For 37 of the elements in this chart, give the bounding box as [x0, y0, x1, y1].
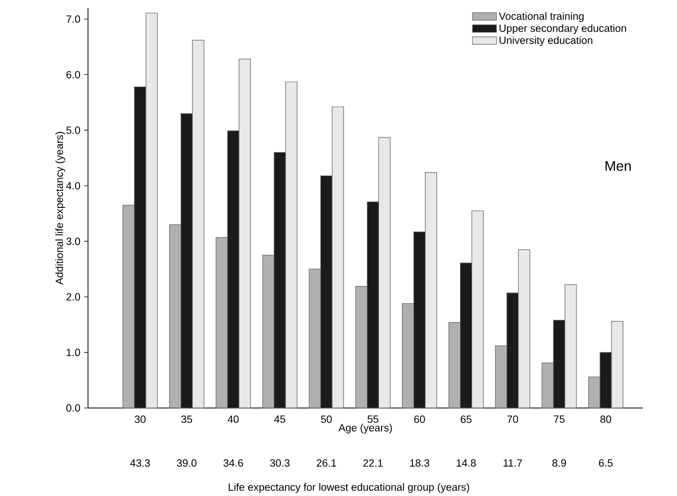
- y-tick-label: 6.0: [66, 70, 80, 78]
- y-tick-label: 7.0: [66, 15, 80, 23]
- x-tick-label: 40: [228, 416, 239, 423]
- y-tick-label: 5.0: [66, 126, 80, 134]
- x-tick-label: 60: [414, 416, 425, 423]
- x-tick-label: 70: [507, 416, 518, 423]
- y-tick-label: 1.0: [66, 348, 80, 356]
- x-axis-title: Age (years): [338, 424, 392, 434]
- legend-label: Vocational training: [498, 12, 584, 22]
- x-tick-label: 65: [460, 416, 472, 423]
- text: 14.8: [456, 459, 476, 467]
- text: 34.6: [223, 459, 243, 467]
- legend-label: University education: [500, 36, 592, 46]
- text: 11.7: [504, 459, 522, 467]
- x-tick-label: 50: [321, 416, 332, 423]
- y-axis-title: Additional life expectancy (years): [55, 132, 66, 285]
- text: Life expectancy for lowest educational group (years): [228, 483, 470, 493]
- text: 6.5: [599, 459, 613, 467]
- text: 22.1: [363, 459, 383, 467]
- x-tick-label: 80: [600, 416, 612, 423]
- x-tick-label: 45: [274, 416, 286, 423]
- x-tick-label: 55: [368, 416, 378, 423]
- x-tick-label: 35: [181, 416, 192, 423]
- y-tick-label: 3.0: [66, 238, 80, 246]
- legend-label: Upper secondary education: [500, 24, 626, 34]
- y-tick-label: 4.0: [66, 182, 80, 190]
- x-tick-label: 30: [134, 416, 146, 423]
- text: 39.0: [176, 459, 196, 467]
- text: 8.9: [552, 459, 566, 467]
- text: 26.1: [316, 459, 336, 467]
- annotation: Men: [606, 161, 631, 171]
- text: 43.3: [130, 459, 150, 467]
- text: 18.3: [410, 459, 430, 467]
- y-tick-label: 0.0: [66, 404, 80, 412]
- x-tick-label: 75: [554, 416, 565, 423]
- text: 30.3: [270, 459, 290, 467]
- y-tick-label: 2.0: [66, 293, 80, 301]
